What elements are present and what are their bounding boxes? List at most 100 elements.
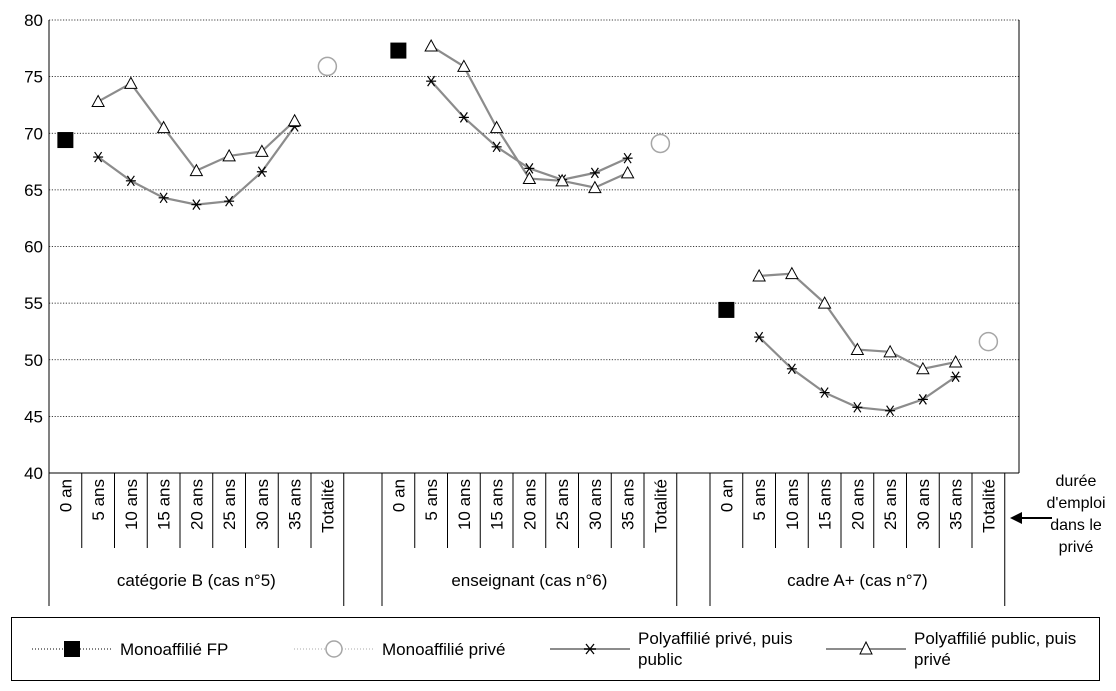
poly-prive-public-point [622,152,633,164]
poly-prive-public-point [852,401,863,413]
x-tick-label: 5 ans [750,479,769,521]
mono-prive-marker [978,331,999,352]
poly-public-prive-point [255,144,269,157]
y-tick-label: 60 [24,238,43,257]
x-note-line: d'emploi [1046,495,1105,512]
x-note-line: privé [1059,539,1094,556]
poly-prive-public-point [589,167,600,179]
poly-prive-public-point [491,141,502,153]
x-tick-label: 0 an [56,479,75,512]
poly-public-prive-point [588,180,602,194]
legend-item-poly-public-prive: Polyaffilié public, puis privé [826,618,1084,680]
poly-prive-public-point [158,192,169,204]
x-tick-label: Totalité [651,479,670,533]
x-tick-label: 35 ans [619,479,638,530]
poly-prive-public-point [524,163,535,174]
legend-item-mono-prive: Monoaffilié privé [294,618,505,680]
y-tick-label: 40 [24,464,43,483]
legend-label: Monoaffilié privé [382,639,506,659]
group-label: enseignant (cas n°6) [451,571,607,590]
legend-label: Polyaffilié public, puis privé [914,629,1077,669]
x-axis-note: durée d'emploi dans le privé [1010,473,1106,556]
legend-item-mono-fp: Monoaffilié FP [32,618,228,680]
x-tick-label: 5 ans [89,479,108,521]
x-tick-label: 10 ans [783,479,802,530]
poly-public-prive-point [555,173,569,187]
mono-prive-marker [650,133,671,154]
x-tick-label: 30 ans [586,479,605,530]
series-marks [57,39,999,417]
x-tick-label: 35 ans [947,479,966,530]
x-tick-label: 20 ans [848,479,867,530]
group-label: catégorie B (cas n°5) [117,571,276,590]
legend-symbol-star [550,643,630,655]
group-label: cadre A+ (cas n°7) [787,571,928,590]
x-tick-label: 25 ans [553,479,572,530]
x-tick-label: 10 ans [455,479,474,530]
legend: Monoaffilié FP Monoaffilié privé Polyaff… [11,617,1100,681]
poly-prive-public-point [125,175,136,187]
poly-public-prive-point [817,296,832,309]
y-tick-label: 80 [24,11,43,30]
gridlines [49,19,1019,417]
poly-prive-public-point [819,387,830,398]
poly-public-prive-point [156,120,171,134]
poly-prive-public-point [256,166,267,178]
x-tick-label: 5 ans [422,479,441,521]
x-tick-label: 30 ans [253,479,272,530]
poly-public-prive-point [522,171,537,185]
x-tick-label: 0 an [389,479,408,512]
x-note-arrow-head [1010,512,1022,524]
x-tick-label: 10 ans [122,479,141,530]
y-tick-label: 50 [24,351,43,370]
legend-item-poly-prive-public: Polyaffilié privé, puis public [550,618,808,680]
legend-symbol-triangle [826,640,906,655]
x-tick-label: 25 ans [881,479,900,530]
poly-public-prive-point [883,344,897,358]
mono-fp-marker [390,42,407,59]
x-tick-label: 20 ans [187,479,206,530]
poly-public-prive-point [457,59,471,72]
x-tick-label: 30 ans [914,479,933,530]
poly-public-prive-point [424,39,438,52]
mono-fp-marker [57,132,74,149]
legend-label: Polyaffilié privé, puis public [638,629,793,669]
y-tick-label: 75 [24,68,43,87]
poly-prive-public-line [430,80,629,181]
poly-public-prive-point [752,268,766,282]
x-tick-label: 35 ans [286,479,305,530]
poly-public-prive-line [97,81,296,172]
x-tick-label: Totalité [318,479,337,533]
mono-prive-marker [317,56,338,77]
poly-prive-public-point [224,195,235,207]
x-tick-label: 0 an [717,479,736,512]
legend-symbol-square [32,641,112,657]
poly-public-prive-point [189,163,204,177]
legend-label: Monoaffilié FP [120,639,229,659]
y-tick-label: 45 [24,407,43,426]
poly-prive-public-point [917,394,928,405]
y-tick-label: 65 [24,181,43,200]
y-tick-label: 70 [24,124,43,143]
x-tick-label: 15 ans [155,479,174,530]
x-tick-label: 15 ans [488,479,507,530]
axes: 40 45 50 55 60 65 70 75 80 0 an 5 ans 10 ans 15 ans 2… [24,11,1020,606]
x-tick-label: 15 ans [816,479,835,530]
x-tick-label: 20 ans [520,479,539,530]
poly-public-prive-point [620,165,635,179]
poly-prive-public-point [786,363,797,375]
poly-prive-public-point [950,371,961,383]
poly-public-prive-point [785,266,799,280]
chart: 40 45 50 55 60 65 70 75 80 0 an 5 ans 10 ans 15 ans 2… [24,11,1106,606]
x-note-line: dans le [1050,517,1102,534]
poly-prive-public-point [458,112,469,123]
poly-public-prive-point [287,113,302,127]
poly-public-prive-point [124,76,138,89]
poly-public-prive-point [916,361,930,375]
poly-public-prive-point [948,354,963,368]
x-tick-label: Totalité [979,479,998,533]
poly-prive-public-point [191,199,202,210]
poly-prive-public-point [426,75,437,87]
poly-prive-public-point [754,331,765,343]
legend-symbol-circle [294,640,374,658]
